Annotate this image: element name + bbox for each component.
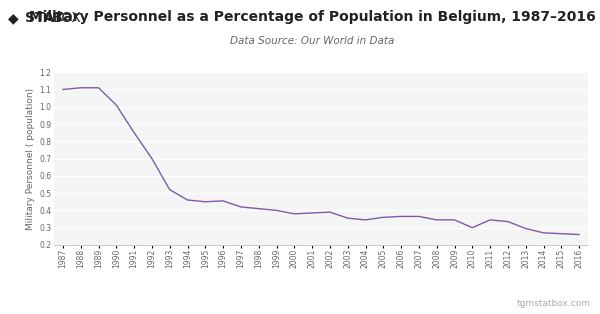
Text: Military Personnel as a Percentage of Population in Belgium, 1987–2016: Military Personnel as a Percentage of Po… (29, 10, 595, 24)
Text: BOX: BOX (52, 11, 81, 25)
Text: ◆: ◆ (8, 11, 19, 25)
Y-axis label: Military Personnel ( population): Military Personnel ( population) (26, 88, 35, 230)
Text: STAT: STAT (25, 11, 63, 25)
Text: tgmstatbox.com: tgmstatbox.com (517, 299, 591, 308)
Text: Data Source: Our World in Data: Data Source: Our World in Data (230, 36, 394, 46)
